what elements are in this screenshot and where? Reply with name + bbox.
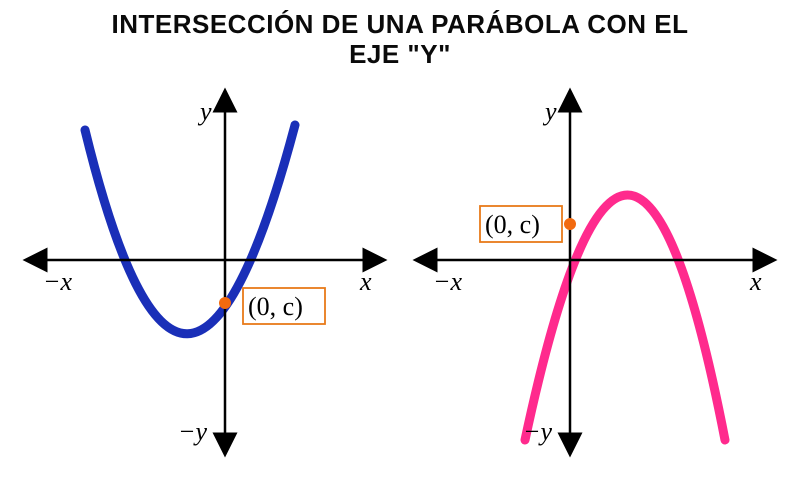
intercept-dot-left (219, 297, 231, 309)
plot-left: (0, c) −x x y −y (15, 70, 395, 485)
plot-right-svg: (0, c) −x x y −y (405, 70, 785, 480)
intercept-dot-right (564, 218, 576, 230)
parabola-right (525, 195, 725, 440)
pos-x-label-right: x (749, 267, 762, 296)
neg-x-label-left: −x (43, 267, 73, 296)
neg-x-label-right: −x (433, 267, 463, 296)
neg-y-label-left: −y (178, 417, 208, 446)
coord-label-left: (0, c) (243, 288, 325, 324)
svg-text:(0, c): (0, c) (485, 210, 540, 239)
title-line-2: EJE "Y" (349, 39, 451, 69)
svg-text:(0, c): (0, c) (248, 292, 303, 321)
plots-container: (0, c) −x x y −y (0, c) −x x (0, 70, 800, 485)
pos-x-label-left: x (359, 267, 372, 296)
title-line-1: INTERSECCIÓN DE UNA PARÁBOLA CON EL (112, 9, 689, 39)
neg-y-label-right: −y (523, 417, 553, 446)
pos-y-label-left: y (197, 97, 212, 126)
coord-label-right: (0, c) (480, 206, 562, 242)
plot-right: (0, c) −x x y −y (405, 70, 785, 485)
pos-y-label-right: y (542, 97, 557, 126)
plot-left-svg: (0, c) −x x y −y (15, 70, 395, 480)
page-title: INTERSECCIÓN DE UNA PARÁBOLA CON EL EJE … (0, 0, 800, 70)
